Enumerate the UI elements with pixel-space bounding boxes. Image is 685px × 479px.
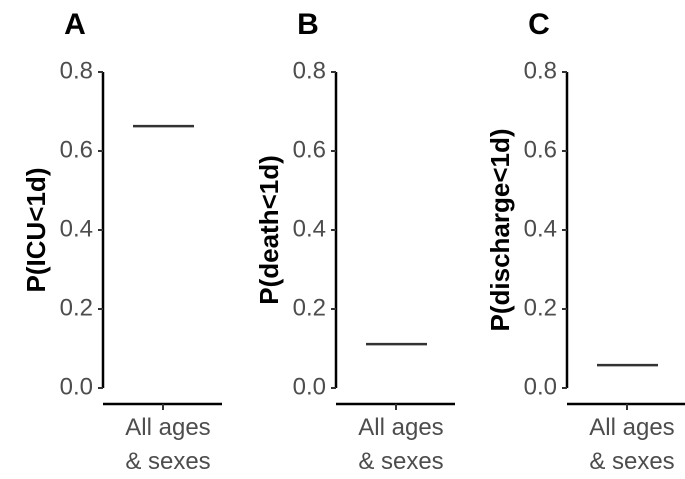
y-tick-label: 0.2: [60, 294, 93, 321]
y-tick-label: 0.8: [524, 57, 557, 84]
y-tick-label: 0.0: [60, 373, 93, 400]
y-axis-label: P(ICU<1d): [21, 168, 51, 293]
y-tick-label: 0.4: [60, 215, 93, 242]
y-tick-label: 0.8: [60, 57, 93, 84]
y-tick-label: 0.6: [293, 136, 326, 163]
panel-title: C: [528, 8, 550, 41]
x-tick-label: All ages & sexes: [358, 414, 444, 475]
panel-title: B: [297, 8, 319, 41]
y-tick-label: 0.2: [293, 294, 326, 321]
y-tick-label: 0.4: [293, 215, 326, 242]
y-tick-label: 0.4: [524, 215, 557, 242]
x-tick-label: All ages & sexes: [589, 414, 675, 475]
y-axis-label: P(discharge<1d): [485, 128, 515, 331]
y-tick-label: 0.0: [524, 373, 557, 400]
y-tick-label: 0.6: [60, 136, 93, 163]
panel-title: A: [64, 8, 86, 41]
y-tick-label: 0.8: [293, 57, 326, 84]
y-tick-label: 0.0: [293, 373, 326, 400]
y-axis-label: P(death<1d): [254, 155, 284, 305]
y-tick-label: 0.6: [524, 136, 557, 163]
y-tick-label: 0.2: [524, 294, 557, 321]
x-tick-label: All ages & sexes: [125, 414, 211, 475]
